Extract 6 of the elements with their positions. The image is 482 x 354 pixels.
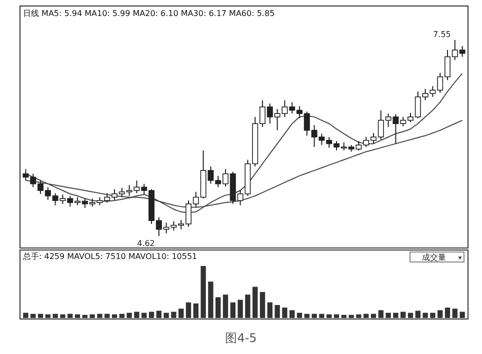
text: 4.62 bbox=[137, 239, 155, 248]
text: 7.55 bbox=[433, 30, 451, 39]
text: 成交量 bbox=[422, 253, 446, 262]
chart-title: 日线 MA5: 5.94 MA10: 5.99 MA20: 6.10 MA30: 6.17 MA60: 5.85 bbox=[23, 9, 275, 18]
chart-title: 总手: 4259 MAVOL5: 7510 MAVOL10: 10551 bbox=[22, 252, 198, 261]
caption: 图4-5 bbox=[225, 331, 257, 345]
